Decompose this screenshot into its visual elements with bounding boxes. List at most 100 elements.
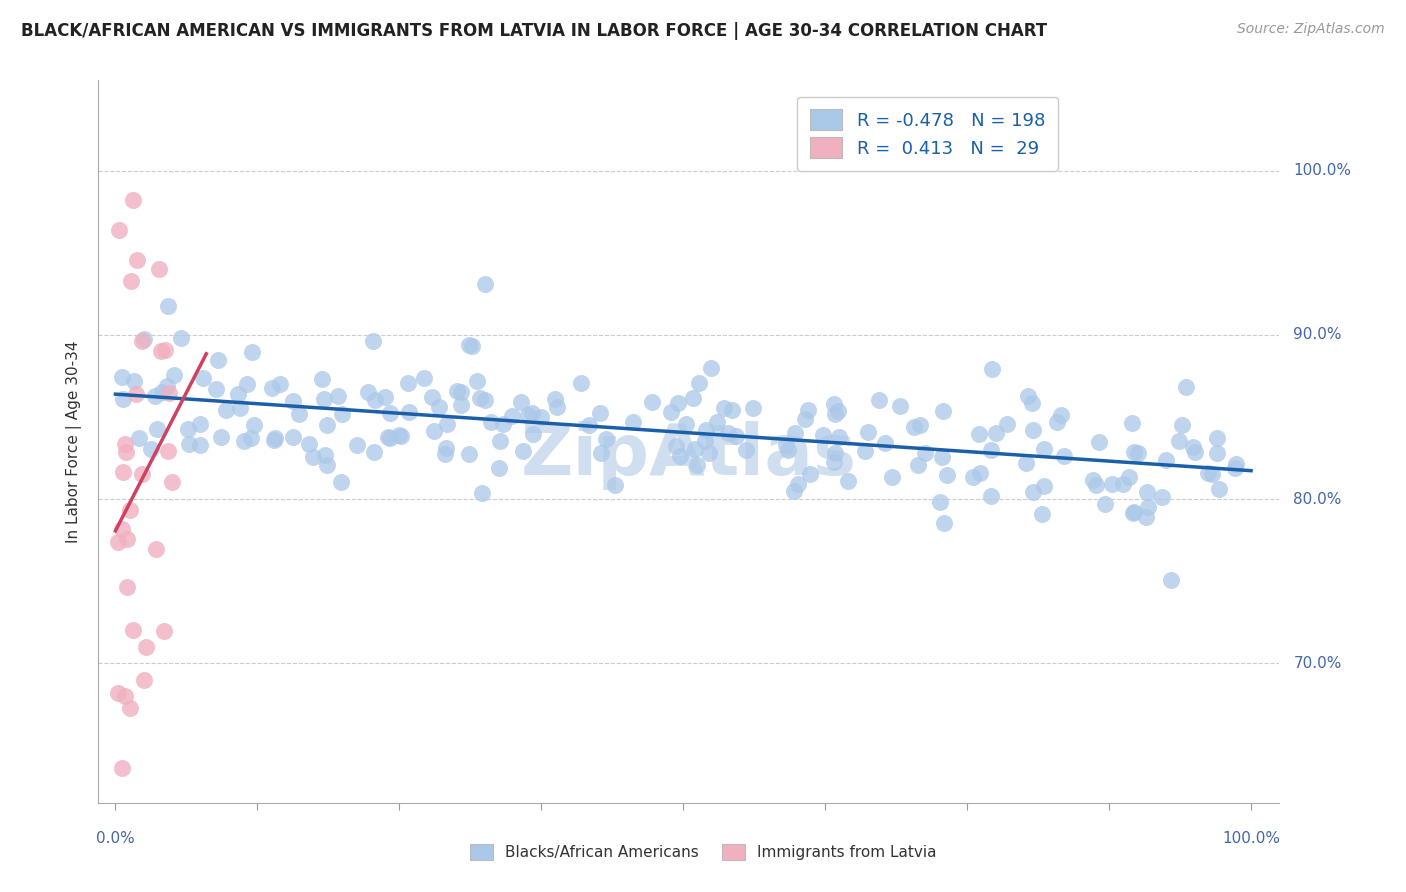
Point: [980, 443, 1002, 458]
Text: 0.0%: 0.0%: [96, 830, 135, 846]
Point: [1152, 490, 1174, 504]
Point: [107, 534, 129, 549]
Point: [1168, 434, 1191, 449]
Point: [907, 458, 929, 473]
Point: [794, 412, 817, 426]
Point: [1112, 477, 1135, 491]
Point: [589, 406, 612, 420]
Point: [145, 542, 167, 557]
Legend: Blacks/African Americans, Immigrants from Latvia: Blacks/African Americans, Immigrants fro…: [464, 838, 942, 866]
Point: [783, 483, 806, 498]
Point: [157, 299, 180, 313]
Point: [1201, 467, 1223, 481]
Point: [695, 424, 717, 438]
Point: [889, 399, 911, 413]
Point: [377, 430, 399, 444]
Point: [492, 417, 515, 432]
Point: [131, 467, 153, 481]
Point: [156, 378, 179, 392]
Point: [188, 438, 211, 452]
Point: [980, 489, 1002, 503]
Point: [450, 397, 472, 411]
Point: [157, 385, 180, 400]
Point: [240, 345, 263, 359]
Point: [935, 467, 957, 482]
Point: [474, 393, 496, 408]
Point: [984, 425, 1007, 440]
Point: [686, 458, 709, 472]
Point: [474, 277, 496, 291]
Point: [374, 390, 396, 404]
Point: [931, 450, 953, 465]
Text: Source: ZipAtlas.com: Source: ZipAtlas.com: [1237, 22, 1385, 37]
Point: [799, 467, 821, 482]
Point: [226, 386, 249, 401]
Point: [398, 405, 420, 419]
Point: [1121, 416, 1143, 430]
Point: [179, 437, 201, 451]
Point: [465, 374, 488, 388]
Point: [741, 401, 763, 415]
Point: [785, 425, 807, 440]
Point: [908, 417, 931, 432]
Point: [853, 443, 876, 458]
Point: [114, 436, 136, 450]
Point: [114, 444, 136, 458]
Point: [346, 438, 368, 452]
Text: 100.0%: 100.0%: [1222, 830, 1279, 846]
Point: [669, 449, 692, 463]
Point: [330, 475, 353, 489]
Point: [423, 425, 446, 439]
Point: [134, 332, 156, 346]
Point: [1184, 445, 1206, 459]
Point: [1022, 423, 1045, 437]
Point: [1045, 415, 1067, 429]
Point: [120, 274, 142, 288]
Point: [1126, 445, 1149, 459]
Point: [1137, 500, 1160, 514]
Point: [520, 406, 543, 420]
Point: [121, 624, 143, 638]
Point: [111, 761, 134, 775]
Point: [995, 417, 1018, 431]
Point: [666, 396, 689, 410]
Point: [450, 384, 472, 399]
Point: [436, 417, 458, 431]
Point: [1208, 482, 1230, 496]
Point: [1171, 417, 1194, 432]
Point: [1053, 450, 1076, 464]
Point: [135, 640, 157, 655]
Point: [131, 334, 153, 348]
Point: [1081, 474, 1104, 488]
Point: [461, 339, 484, 353]
Point: [188, 417, 211, 431]
Point: [243, 418, 266, 433]
Point: [1021, 396, 1043, 410]
Point: [813, 428, 835, 442]
Point: [873, 436, 896, 450]
Point: [824, 407, 846, 421]
Point: [117, 532, 139, 546]
Point: [706, 415, 728, 429]
Legend: R = -0.478   N = 198, R =  0.413   N =  29: R = -0.478 N = 198, R = 0.413 N = 29: [797, 96, 1057, 170]
Point: [170, 331, 193, 345]
Point: [1225, 457, 1247, 471]
Point: [396, 376, 419, 391]
Point: [111, 369, 134, 384]
Point: [932, 516, 955, 530]
Point: [700, 360, 723, 375]
Point: [969, 467, 991, 481]
Point: [111, 522, 134, 536]
Point: [316, 458, 339, 473]
Point: [1123, 445, 1146, 459]
Point: [420, 390, 443, 404]
Point: [240, 431, 263, 445]
Text: BLACK/AFRICAN AMERICAN VS IMMIGRANTS FROM LATVIA IN LABOR FORCE | AGE 30-34 CORR: BLACK/AFRICAN AMERICAN VS IMMIGRANTS FRO…: [21, 22, 1047, 40]
Point: [281, 394, 304, 409]
Point: [720, 403, 742, 417]
Point: [1123, 505, 1146, 519]
Point: [522, 426, 544, 441]
Point: [316, 417, 339, 432]
Point: [595, 432, 617, 446]
Point: [693, 434, 716, 449]
